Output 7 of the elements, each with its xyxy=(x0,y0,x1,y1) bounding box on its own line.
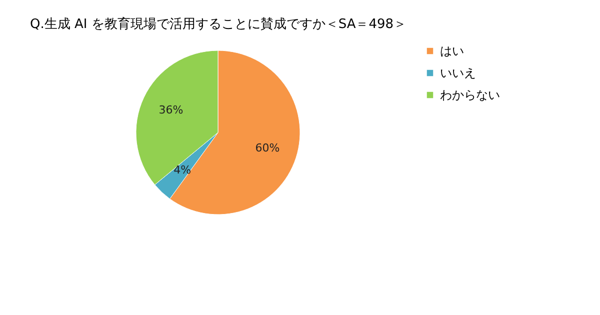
chart-title: Q.生成 AI を教育現場で活用することに賛成ですか＜SA＝498＞ xyxy=(30,16,407,32)
legend-label: わからない xyxy=(440,88,500,102)
legend-label: いいえ xyxy=(440,66,476,80)
data-label: 60% xyxy=(255,142,280,155)
data-label: 36% xyxy=(158,103,184,116)
legend-label: はい xyxy=(440,44,464,58)
data-label: 4% xyxy=(174,163,192,176)
